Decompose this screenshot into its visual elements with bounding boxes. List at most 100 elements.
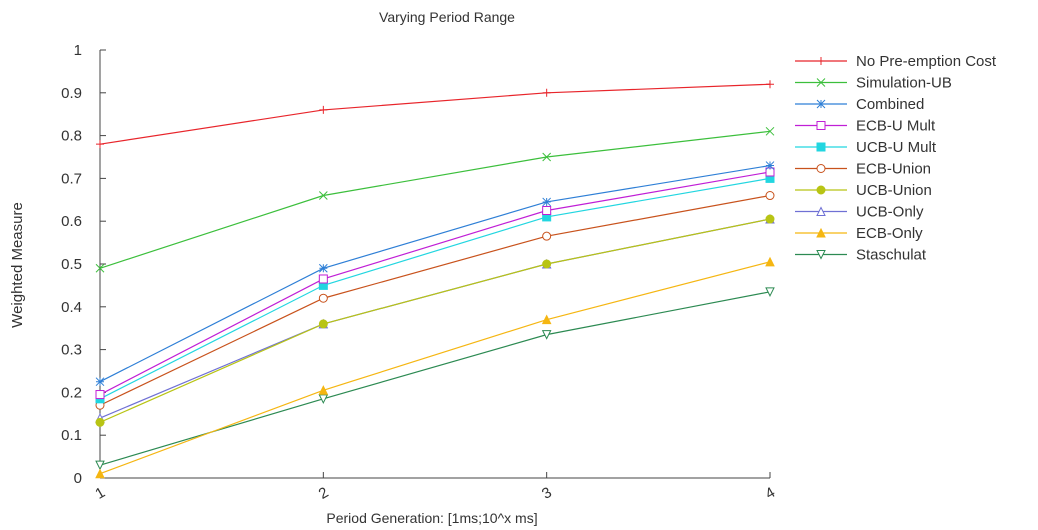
y-tick-label: 0.8: [61, 128, 82, 145]
data-point: [765, 256, 775, 267]
data-point: [542, 197, 552, 207]
data-point: [542, 206, 552, 215]
series-simulation-ub: [95, 126, 775, 273]
data-point: [542, 231, 552, 241]
y-tick-label: 0.9: [61, 85, 82, 102]
legend-label: Staschulat: [856, 247, 927, 264]
data-point: [95, 468, 105, 479]
data-point: [318, 263, 328, 273]
legend-marker: [816, 185, 826, 195]
legend-item-ucb-union: UCB-Union: [795, 182, 932, 199]
legend-label: ECB-Only: [856, 225, 923, 242]
series-ecb-union: [95, 191, 775, 410]
legend-marker: [816, 164, 826, 173]
legend-item-ucb-u-mult: UCB-U Mult: [795, 139, 937, 156]
series-ucb-u-mult: [95, 173, 775, 404]
y-ticks: 0 0.1 0.2 0.3 0.4 0.5 0.6 0.7 0.8 0.9 1: [61, 42, 106, 487]
y-tick-label: 0.4: [61, 299, 82, 316]
legend: No Pre-emption Cost Simulation-UB Combined…: [795, 53, 997, 264]
data-point: [95, 377, 105, 387]
series-line: [99, 218, 771, 423]
legend-item-staschulat: Staschulat: [795, 247, 927, 264]
x-tick-label: 3: [539, 484, 555, 503]
series-line: [99, 261, 771, 475]
data-point: [766, 80, 774, 89]
series-ucb-union: [95, 214, 775, 427]
data-point: [95, 390, 105, 400]
legend-label: ECB-Union: [856, 161, 931, 178]
y-tick-label: 0.6: [61, 213, 82, 230]
legend-marker: [816, 121, 826, 130]
chart-title: Varying Period Range: [379, 9, 515, 25]
data-point: [765, 161, 775, 170]
series-combined: [95, 161, 775, 387]
series-line: [99, 83, 771, 145]
legend-label: Combined: [856, 96, 924, 113]
y-tick-label: 0.3: [61, 342, 82, 359]
data-point: [319, 105, 328, 114]
x-axis-label: Period Generation: [1ms;10^x ms]: [326, 510, 537, 526]
y-tick-label: 0: [74, 470, 82, 487]
data-point: [95, 263, 105, 273]
series-line: [99, 177, 771, 400]
x-tick-label: 1: [92, 484, 108, 503]
legend-label: Simulation-UB: [856, 75, 952, 92]
data-point: [96, 140, 104, 149]
legend-item-ecb-u-mult: ECB-U Mult: [795, 118, 936, 135]
data-point: [318, 319, 328, 329]
y-tick-label: 0.5: [61, 256, 82, 273]
x-tick-label: 2: [316, 484, 332, 503]
legend-marker: [816, 78, 826, 87]
legend-marker: [816, 142, 826, 152]
series-no-pre-emption-cost: [96, 80, 774, 149]
legend-label: UCB-Union: [856, 182, 932, 199]
legend-marker: [816, 250, 826, 260]
legend-marker: [816, 227, 826, 238]
data-point: [318, 293, 328, 303]
series-layer: [95, 80, 775, 479]
legend-item-ucb-only: UCB-Only: [795, 204, 924, 221]
series-line: [99, 130, 771, 269]
legend-item-simulation-ub: Simulation-UB: [795, 75, 952, 92]
axes: [99, 50, 770, 479]
data-point: [765, 287, 775, 297]
series-staschulat: [95, 287, 775, 471]
y-tick-label: 0.1: [61, 427, 82, 444]
x-tick-label: 4: [762, 484, 778, 503]
legend-label: UCB-Only: [856, 204, 924, 221]
legend-label: No Pre-emption Cost: [856, 53, 997, 70]
legend-item-combined: Combined: [795, 96, 924, 113]
data-point: [765, 126, 775, 136]
legend-item-ecb-union: ECB-Union: [795, 161, 931, 178]
y-tick-label: 0.7: [61, 170, 82, 187]
series-line: [99, 164, 771, 383]
legend-marker: [816, 99, 826, 109]
data-point: [542, 152, 552, 162]
series-line: [99, 218, 771, 419]
data-point: [765, 191, 775, 201]
data-point: [542, 88, 551, 97]
legend-item-ecb-only: ECB-Only: [795, 225, 923, 242]
data-point: [765, 214, 775, 224]
data-point: [95, 417, 105, 427]
data-point: [542, 259, 552, 269]
legend-label: ECB-U Mult: [856, 118, 936, 135]
data-point: [318, 385, 329, 395]
legend-marker: [816, 206, 826, 216]
series-line: [99, 171, 771, 396]
y-axis-label: Weighted Measure: [9, 202, 26, 328]
legend-label: UCB-U Mult: [856, 139, 937, 156]
series-ecb-only: [95, 256, 775, 479]
series-ecb-u-mult: [95, 167, 775, 400]
legend-item-no-pre-emption-cost: No Pre-emption Cost: [795, 53, 997, 70]
data-point: [95, 460, 105, 471]
series-line: [99, 194, 771, 406]
legend-marker: [817, 57, 825, 65]
data-point: [541, 330, 552, 340]
y-tick-label: 0.2: [61, 384, 82, 401]
data-point: [318, 191, 328, 200]
y-tick-label: 1: [74, 42, 82, 59]
x-ticks: 1 2 3 4: [92, 472, 778, 503]
series-ucb-only: [95, 213, 775, 423]
